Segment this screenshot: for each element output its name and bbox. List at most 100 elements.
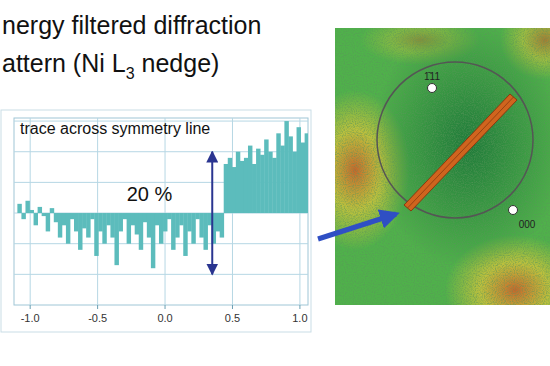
spot-label: 1̄11 — [424, 71, 440, 82]
diffraction-spot — [509, 206, 518, 215]
bar — [127, 213, 131, 244]
bar — [191, 213, 195, 244]
tick-label: -0.5 — [88, 312, 107, 324]
title-subscript: 3 — [126, 65, 135, 82]
bar — [106, 213, 110, 225]
bar — [78, 213, 82, 250]
grid-line — [165, 118, 166, 305]
bar — [38, 207, 42, 213]
trace-band — [404, 94, 517, 211]
bar — [143, 213, 147, 222]
bar — [147, 213, 151, 238]
tick-mark — [165, 305, 166, 309]
bar — [268, 152, 272, 213]
bar — [66, 213, 70, 244]
title-part: attern (Ni L — [2, 49, 126, 77]
bar — [216, 213, 220, 231]
tick-label: -1.0 — [21, 312, 40, 324]
slide: nergy filtered diffraction attern (Ni L3 … — [0, 0, 550, 366]
bar — [203, 213, 207, 250]
bar — [98, 213, 102, 231]
bar — [123, 213, 127, 219]
grid-line — [14, 274, 308, 275]
bar — [292, 152, 296, 213]
bar — [232, 167, 236, 213]
grid-line — [97, 118, 98, 305]
bar — [58, 213, 62, 238]
bar — [159, 213, 163, 244]
bar — [280, 146, 284, 213]
tick-label: 1.0 — [292, 312, 307, 324]
bar — [21, 213, 25, 219]
bar — [17, 204, 21, 213]
bar — [167, 213, 171, 219]
chart-panel — [1, 110, 311, 332]
diffraction-spot — [428, 84, 437, 93]
bar — [90, 213, 94, 219]
bar — [244, 158, 248, 213]
bar — [195, 213, 199, 219]
chart-title: trace across symmetry line — [20, 120, 210, 137]
bar — [102, 213, 106, 244]
bar — [256, 149, 260, 213]
bar — [276, 133, 280, 213]
range-arrow — [211, 152, 213, 275]
bar — [119, 213, 123, 231]
bar — [50, 208, 54, 213]
bar — [139, 213, 143, 250]
diffraction-image — [335, 28, 550, 305]
tick-label: 0.5 — [225, 312, 240, 324]
tick-mark — [97, 305, 98, 309]
bar — [284, 121, 288, 213]
bar — [110, 213, 114, 238]
bar — [236, 152, 240, 213]
bar — [183, 213, 187, 256]
trace-line — [408, 97, 514, 208]
bar — [297, 127, 301, 213]
dark-center — [335, 28, 550, 305]
link-arrow — [318, 214, 396, 239]
bar — [260, 155, 264, 213]
bar — [42, 213, 46, 216]
bar — [264, 139, 268, 213]
laue-circle — [377, 62, 533, 218]
bar — [74, 213, 78, 231]
bar — [248, 146, 252, 213]
annotation: 20 % — [127, 183, 173, 205]
title-part: nedge) — [135, 49, 220, 77]
bar — [82, 213, 86, 228]
bar — [135, 213, 139, 234]
bar — [70, 213, 74, 219]
tick-label: 0.0 — [157, 312, 172, 324]
bar — [199, 213, 203, 238]
bar — [30, 210, 34, 213]
plot-frame — [14, 118, 308, 305]
bar — [171, 213, 175, 250]
bar — [220, 213, 224, 238]
slide-title-line: nergy filtered diffraction — [2, 11, 261, 39]
bar — [187, 213, 191, 231]
bar — [240, 161, 244, 213]
grid-line — [14, 151, 308, 152]
bar — [175, 213, 179, 238]
bar — [62, 213, 66, 225]
bar — [179, 213, 183, 225]
bar — [46, 213, 50, 231]
bar — [94, 213, 98, 256]
bar — [54, 213, 58, 222]
bar — [131, 213, 135, 225]
bar — [163, 213, 167, 231]
bar — [252, 164, 256, 213]
bar — [228, 158, 232, 213]
bars — [17, 121, 308, 268]
tick-mark — [299, 305, 300, 309]
tick-mark — [30, 305, 31, 309]
bar — [305, 133, 308, 213]
image-base — [335, 28, 550, 305]
bar — [288, 136, 292, 213]
bar — [151, 213, 155, 268]
slide-title-line: attern (Ni L3 nedge) — [2, 49, 219, 82]
bar — [34, 213, 38, 225]
bar — [114, 213, 118, 265]
bar — [301, 143, 305, 214]
